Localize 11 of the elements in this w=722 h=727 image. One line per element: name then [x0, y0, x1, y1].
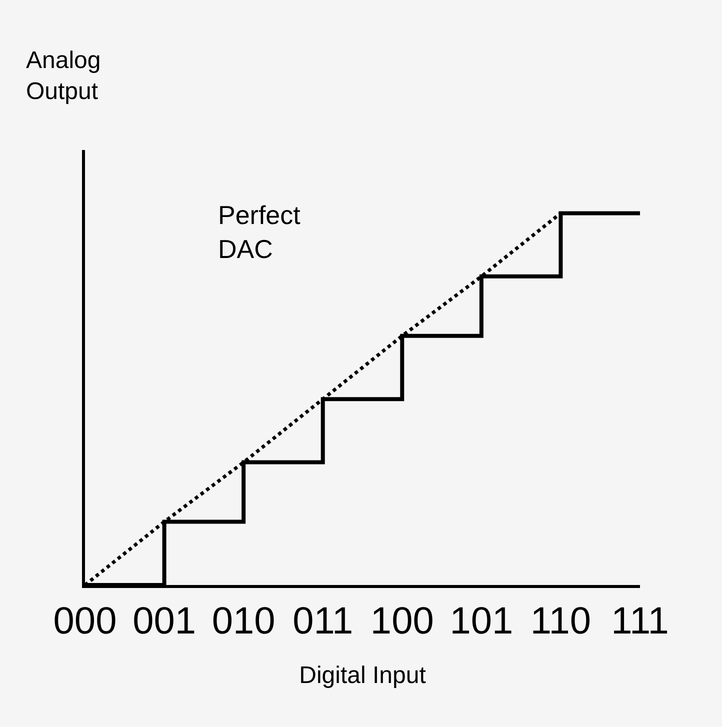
x-tick-label: 100 — [370, 600, 434, 643]
x-tick-label: 000 — [53, 600, 117, 643]
x-axis-title: Digital Input — [299, 662, 426, 689]
x-tick-label: 001 — [132, 600, 196, 643]
x-tick-label: 011 — [292, 600, 354, 643]
y-axis-title: Analog Output — [26, 47, 101, 106]
text: Perfect DAC — [218, 200, 302, 264]
x-tick-label: 111 — [611, 600, 669, 643]
x-tick-label: 101 — [450, 600, 514, 643]
x-tick-label: 110 — [530, 600, 592, 643]
x-tick-label: 010 — [212, 600, 276, 643]
